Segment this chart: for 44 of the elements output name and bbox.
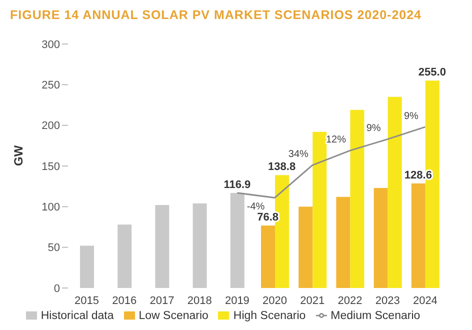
bar xyxy=(155,205,170,288)
data-label: 255.0 xyxy=(418,66,446,79)
bar xyxy=(298,206,313,288)
bar xyxy=(261,226,275,288)
bar xyxy=(312,132,327,288)
bar xyxy=(374,188,388,288)
x-tick-label: 2023 xyxy=(375,294,400,307)
annotation: 12% xyxy=(326,134,346,146)
legend-label: Historical data xyxy=(40,310,114,322)
data-label: 138.8 xyxy=(268,161,296,174)
chart-title: FIGURE 14 ANNUAL SOLAR PV MARKET SCENARIOS 2020-2024 xyxy=(9,8,423,24)
bar xyxy=(336,196,350,288)
annotation: 9% xyxy=(366,123,381,134)
x-tick-label: 2017 xyxy=(150,294,174,307)
y-tick-label: 0 xyxy=(54,282,60,295)
y-tick-label: 300 xyxy=(42,38,60,51)
bar xyxy=(411,183,426,288)
x-tick-label: 2022 xyxy=(338,294,362,307)
x-tick-label: 2024 xyxy=(412,294,438,307)
y-tick-label: 200 xyxy=(42,120,60,132)
bar xyxy=(80,246,94,288)
legend-label: Medium Scenario xyxy=(330,310,420,322)
bar xyxy=(118,224,132,288)
x-tick-label: 2020 xyxy=(262,294,288,307)
x-tick-label: 2016 xyxy=(112,294,137,307)
legend-label: High Scenario xyxy=(233,310,306,322)
bar xyxy=(230,192,244,288)
x-tick-label: 2019 xyxy=(224,294,250,307)
annotation: -4% xyxy=(246,202,265,213)
bar xyxy=(388,96,402,288)
legend-label: Low Scenario xyxy=(138,310,208,322)
y-axis-title: GW xyxy=(11,144,26,166)
x-tick-label: 2015 xyxy=(74,294,100,307)
annotation: 34% xyxy=(288,149,309,160)
y-tick-label: 150 xyxy=(42,160,60,173)
x-tick-label: 2021 xyxy=(300,294,325,307)
y-tick-label: 100 xyxy=(42,202,60,214)
bar xyxy=(350,110,364,288)
data-label: 116.9 xyxy=(224,178,251,191)
bar xyxy=(192,203,207,288)
y-tick-label: 50 xyxy=(48,242,60,254)
annotation: 9% xyxy=(404,110,419,122)
x-tick-label: 2018 xyxy=(187,294,212,307)
y-tick-label: 250 xyxy=(42,80,60,92)
